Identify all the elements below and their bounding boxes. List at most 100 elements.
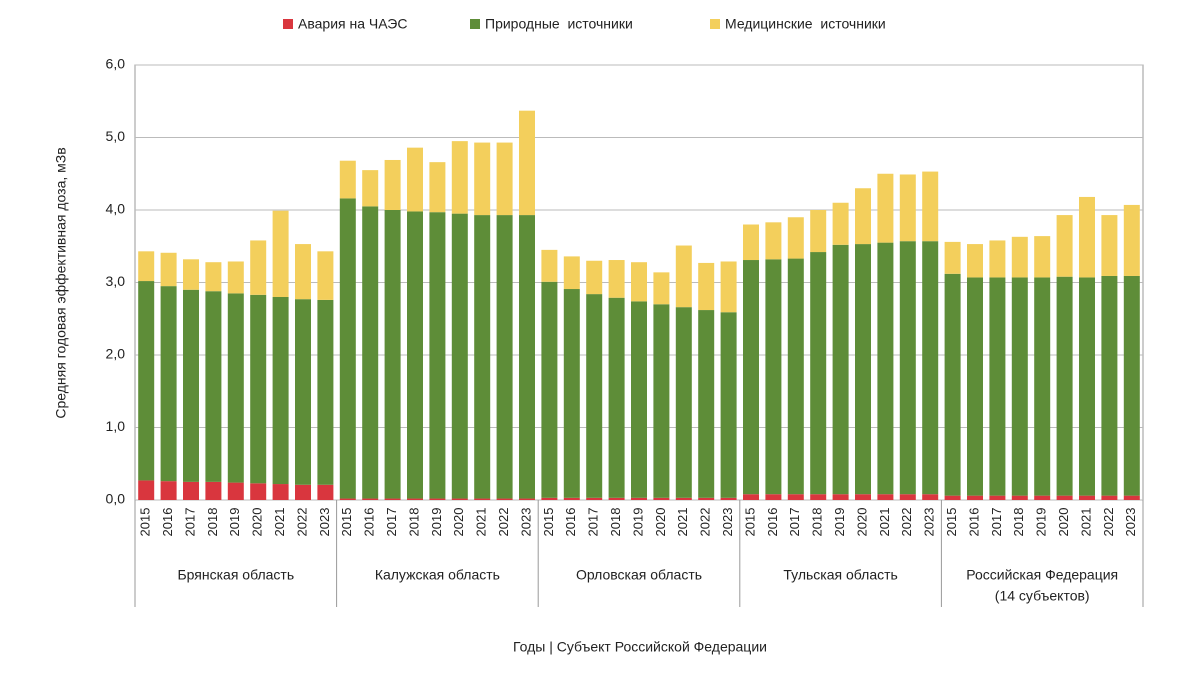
bar-segment — [1101, 495, 1118, 500]
bar-segment — [899, 174, 916, 242]
bar-segment — [631, 497, 647, 500]
y-tick-label: 0,0 — [106, 491, 126, 507]
bar-segment — [339, 498, 356, 500]
bar-segment — [1079, 196, 1095, 278]
bar-segment — [384, 498, 401, 500]
bar-segment — [474, 142, 491, 216]
x-tick-label: 2019 — [1034, 508, 1049, 537]
bar-segment — [160, 286, 177, 482]
bar-segment — [1011, 236, 1028, 278]
group-label: Орловская область — [576, 567, 702, 583]
bar-segment — [474, 215, 491, 499]
bar-segment — [832, 244, 849, 495]
bar-segment — [631, 301, 647, 498]
bar-segment — [989, 495, 1006, 500]
x-tick-label: 2016 — [966, 508, 981, 537]
bar-segment — [765, 494, 782, 500]
bar-segment — [407, 498, 423, 500]
bar-segment — [586, 294, 603, 498]
bar-segment — [720, 261, 737, 313]
bar-segment — [496, 498, 513, 500]
bar-segment — [1056, 215, 1073, 277]
bar-segment — [160, 481, 177, 500]
bar-segment — [1034, 236, 1051, 278]
bar-segment — [608, 297, 625, 498]
legend-swatch — [710, 19, 720, 29]
bar-segment — [407, 147, 423, 212]
x-tick-label: 2022 — [899, 508, 914, 537]
bar-segment — [675, 307, 692, 498]
bar-segment — [295, 299, 311, 485]
x-tick-label: 2023 — [317, 508, 332, 537]
bar-segment — [519, 110, 535, 216]
bar-segment — [877, 494, 894, 500]
x-tick-label: 2020 — [250, 508, 265, 537]
bar-segment — [810, 494, 827, 500]
bar-segment — [451, 213, 468, 499]
bar-segment — [1079, 277, 1095, 496]
legend-swatch — [470, 19, 480, 29]
bar-segment — [586, 497, 603, 500]
x-tick-label: 2018 — [608, 508, 623, 537]
bar-segment — [362, 170, 379, 207]
y-tick-label: 3,0 — [106, 273, 126, 289]
group-label: Калужская область — [375, 567, 500, 583]
group-label: (14 субъектов) — [995, 588, 1090, 604]
x-tick-label: 2023 — [518, 508, 533, 537]
bar-segment — [743, 494, 759, 500]
x-tick-label: 2017 — [384, 508, 399, 537]
group-label: Брянская область — [177, 567, 294, 583]
bar-segment — [339, 198, 356, 499]
y-tick-label: 4,0 — [106, 201, 126, 217]
x-tick-label: 2020 — [653, 508, 668, 537]
legend-label: Медицинские источники — [725, 16, 886, 32]
bar-segment — [989, 240, 1006, 278]
bar-segment — [317, 484, 334, 500]
bar-segment — [160, 252, 177, 287]
bar-segment — [227, 482, 244, 500]
bar-segment — [944, 273, 961, 496]
bar-segment — [1123, 204, 1140, 276]
bar-segment — [295, 484, 311, 500]
x-tick-label: 2023 — [1123, 508, 1138, 537]
bar-segment — [362, 206, 379, 499]
x-tick-label: 2021 — [675, 508, 690, 537]
y-tick-label: 5,0 — [106, 128, 126, 144]
bar-segment — [675, 245, 692, 308]
bar-segment — [743, 260, 759, 495]
y-tick-label: 1,0 — [106, 418, 126, 434]
bar-segment — [496, 142, 513, 216]
x-tick-label: 2019 — [630, 508, 645, 537]
bar-segment — [1123, 275, 1140, 496]
bar-segment — [496, 215, 513, 499]
bar-segment — [586, 260, 603, 295]
bar-segment — [653, 272, 670, 305]
bar-segment — [787, 258, 804, 495]
x-tick-label: 2017 — [787, 508, 802, 537]
bar-segment — [339, 160, 356, 199]
bar-segment — [183, 481, 199, 500]
group-label: Тульская область — [783, 567, 897, 583]
bar-segment — [541, 281, 558, 498]
bar-segment — [1079, 495, 1095, 500]
bar-segment — [317, 251, 334, 300]
bar-segment — [877, 242, 894, 495]
bar-segment — [855, 494, 871, 500]
bar-segment — [899, 241, 916, 495]
group-label: Российская Федерация — [966, 567, 1118, 583]
bar-segment — [720, 497, 737, 500]
bar-segment — [698, 262, 715, 311]
bar-segment — [250, 240, 267, 295]
bar-segment — [272, 484, 289, 500]
bar-segment — [1101, 275, 1118, 496]
bar-segment — [922, 241, 939, 495]
bar-segment — [1101, 215, 1118, 276]
y-tick-label: 6,0 — [106, 56, 126, 72]
bar-segment — [138, 480, 155, 500]
bar-segment — [743, 224, 759, 261]
x-tick-label: 2018 — [810, 508, 825, 537]
x-tick-label: 2018 — [205, 508, 220, 537]
bar-segment — [967, 244, 983, 278]
bar-segment — [407, 211, 423, 499]
bar-segment — [250, 294, 267, 484]
